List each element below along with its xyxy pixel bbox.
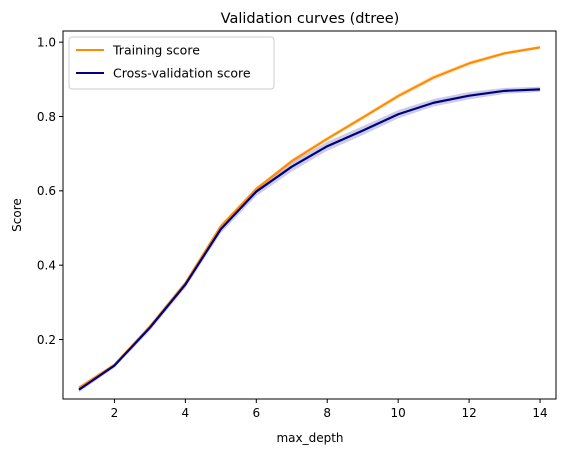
legend-label-cross-validation: Cross-validation score: [113, 66, 251, 81]
x-tick-label: 14: [532, 406, 547, 420]
score-bands: [78, 45, 541, 393]
x-axis-ticks: 2 4 6 8 10 12 14: [111, 399, 548, 420]
y-axis-ticks: 0.2 0.4 0.6 0.8 1.0: [37, 35, 63, 347]
x-tick-label: 12: [461, 406, 476, 420]
x-tick-label: 4: [182, 406, 190, 420]
x-tick-label: 6: [252, 406, 260, 420]
x-tick-label: 2: [111, 406, 119, 420]
cross-validation-score-band: [78, 86, 541, 393]
cross-validation-score-line: [78, 88, 541, 391]
y-axis-label: Score: [10, 198, 24, 232]
plot-frame: [62, 30, 557, 400]
score-lines: [78, 46, 541, 391]
y-tick-label: 0.8: [37, 110, 56, 124]
y-tick-label: 0.2: [37, 333, 56, 347]
y-tick-label: 0.6: [37, 184, 56, 198]
chart-title: Validation curves (dtree): [221, 11, 400, 27]
x-axis-label: max_depth: [276, 431, 343, 445]
x-tick-label: 8: [323, 406, 331, 420]
y-tick-label: 1.0: [37, 35, 56, 49]
y-tick-label: 0.4: [37, 258, 56, 272]
legend: Training score Cross-validation score: [68, 36, 275, 90]
x-tick-label: 10: [391, 406, 406, 420]
legend-label-training: Training score: [112, 43, 200, 58]
legend-box: [68, 36, 275, 90]
